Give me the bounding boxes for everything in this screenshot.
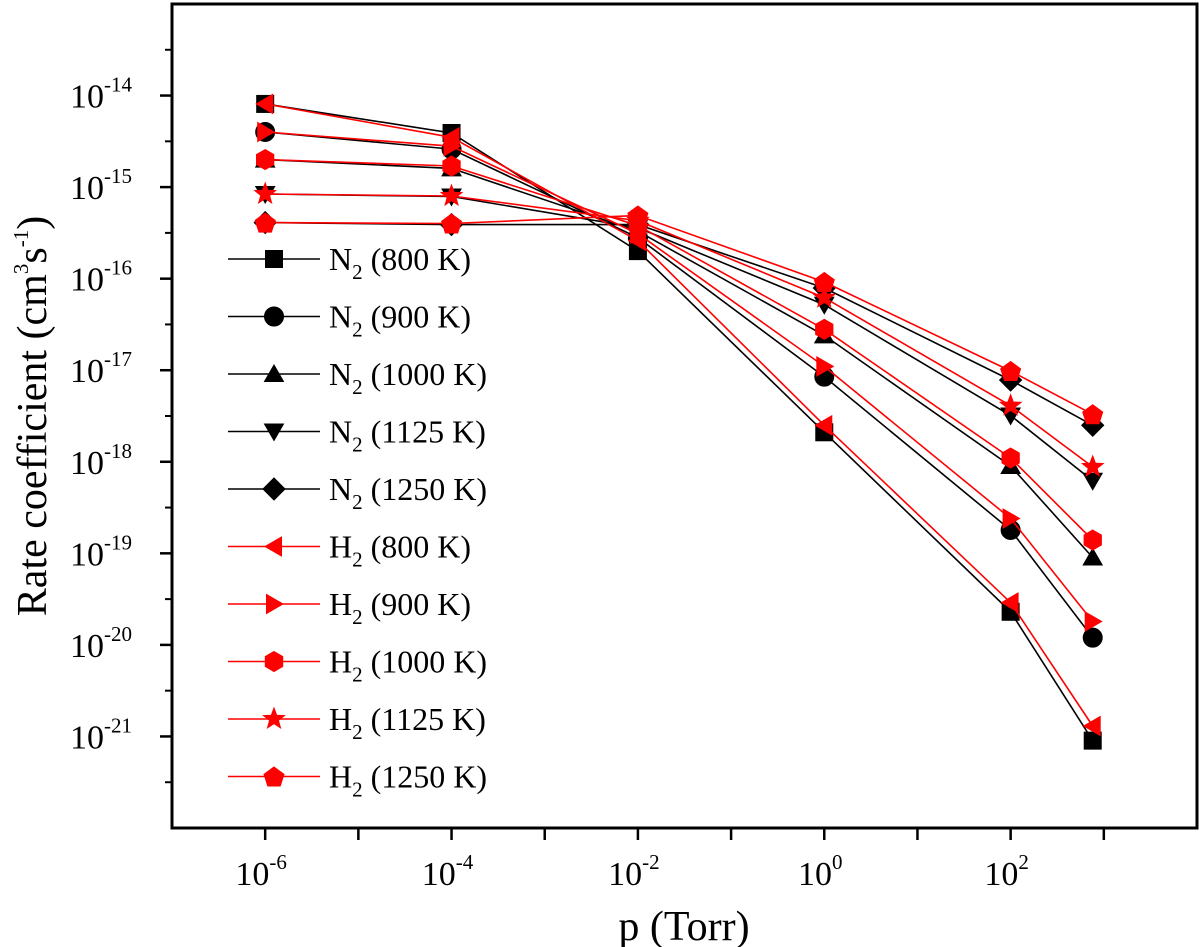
series-h2-1000-k <box>256 149 1102 551</box>
legend-label: H2 (900 K) <box>329 586 471 629</box>
series-line <box>265 103 1094 727</box>
legend-marker <box>265 250 283 268</box>
y-tick-label: 10-14 <box>70 73 132 116</box>
data-point <box>1082 547 1104 566</box>
y-tick-label: 10-18 <box>70 439 132 482</box>
legend-label: N2 (900 K) <box>329 299 471 342</box>
y-tick-label: 10-15 <box>70 164 132 207</box>
data-point <box>1001 447 1020 469</box>
series-line <box>265 158 1094 559</box>
legend-marker <box>262 477 286 501</box>
data-point <box>253 181 277 205</box>
data-point <box>816 356 835 377</box>
legend-item: H2 (900 K) <box>228 586 471 629</box>
series-line <box>265 221 1094 427</box>
series-line <box>265 131 1094 639</box>
legend-item: H2 (800 K) <box>228 529 471 572</box>
data-point <box>1082 404 1104 425</box>
legend-item: H2 (1000 K) <box>228 644 487 687</box>
x-tick-label: 10-6 <box>235 850 287 893</box>
legend-marker <box>266 593 285 615</box>
series-h2-1250-k <box>254 205 1104 425</box>
data-point <box>1083 731 1102 750</box>
data-point <box>441 213 463 234</box>
x-tick-label: 100 <box>798 850 843 893</box>
data-point <box>1002 508 1021 529</box>
data-point <box>1080 454 1105 477</box>
legend-item: N2 (1250 K) <box>228 471 487 514</box>
x-tick-label: 10-2 <box>608 850 660 893</box>
data-point <box>812 285 837 308</box>
x-axis-title: p (Torr) <box>618 904 749 947</box>
series-line <box>265 103 1094 742</box>
y-tick-label: 10-19 <box>70 530 132 573</box>
legend-label: N2 (1125 K) <box>329 414 486 457</box>
series-h2-1125-k <box>253 181 1105 477</box>
legend: N2 (800 K) N2 (900 K) N2 (1000 K) N2 (1125 … <box>228 241 487 802</box>
legend-label: N2 (1250 K) <box>329 471 487 514</box>
data-point <box>1000 592 1019 613</box>
legend-label: H2 (1125 K) <box>329 701 486 744</box>
data-point <box>815 318 834 340</box>
legend-label: N2 (1000 K) <box>329 356 487 399</box>
legend-item: N2 (900 K) <box>228 299 471 342</box>
data-point <box>1082 715 1101 737</box>
data-point <box>1082 472 1104 491</box>
legend-item: N2 (800 K) <box>228 241 471 284</box>
x-tick-label: 10-4 <box>422 850 474 893</box>
legend-marker <box>263 423 285 442</box>
y-axis-title: Rate coefficient (cm3s-1) <box>9 216 56 616</box>
y-tick-label: 10-17 <box>70 347 132 390</box>
data-point <box>1084 611 1103 632</box>
legend-label: N2 (800 K) <box>329 241 471 284</box>
data-point <box>627 205 649 226</box>
legend-label: H2 (800 K) <box>329 529 471 572</box>
legend-marker <box>263 363 285 382</box>
y-tick-label: 10-21 <box>70 713 132 756</box>
legend-item: N2 (1000 K) <box>228 356 487 399</box>
data-point <box>254 212 276 233</box>
y-tick-label: 10-16 <box>70 256 132 299</box>
data-point <box>814 414 833 436</box>
legend-marker <box>262 706 286 730</box>
legend-marker <box>263 766 285 787</box>
data-point <box>998 393 1023 416</box>
x-tick-label: 102 <box>984 850 1029 893</box>
data-point <box>257 121 276 143</box>
y-tick-label: 10-20 <box>70 622 132 665</box>
legend-item: N2 (1125 K) <box>228 414 486 457</box>
legend-marker <box>263 536 282 557</box>
legend-marker <box>264 650 284 673</box>
data-point <box>256 149 275 171</box>
legend-item: H2 (1250 K) <box>228 759 487 802</box>
series-line <box>265 193 1094 468</box>
data-point <box>1000 360 1022 381</box>
data-point <box>439 183 464 207</box>
series-line <box>265 214 1094 416</box>
plot-frame <box>170 2 1199 830</box>
data-point <box>255 93 274 115</box>
legend-label: H2 (1250 K) <box>329 759 487 802</box>
legend-label: H2 (1000 K) <box>329 644 487 687</box>
series-line <box>265 131 1094 622</box>
data-point <box>1083 529 1102 551</box>
legend-marker <box>264 306 284 327</box>
data-point <box>813 271 835 292</box>
legend-item: H2 (1125 K) <box>228 701 486 744</box>
series-h2-800-k <box>255 93 1101 737</box>
data-point <box>1082 627 1103 648</box>
data-point <box>442 155 461 177</box>
series-line <box>265 158 1094 541</box>
data-point <box>443 135 462 157</box>
